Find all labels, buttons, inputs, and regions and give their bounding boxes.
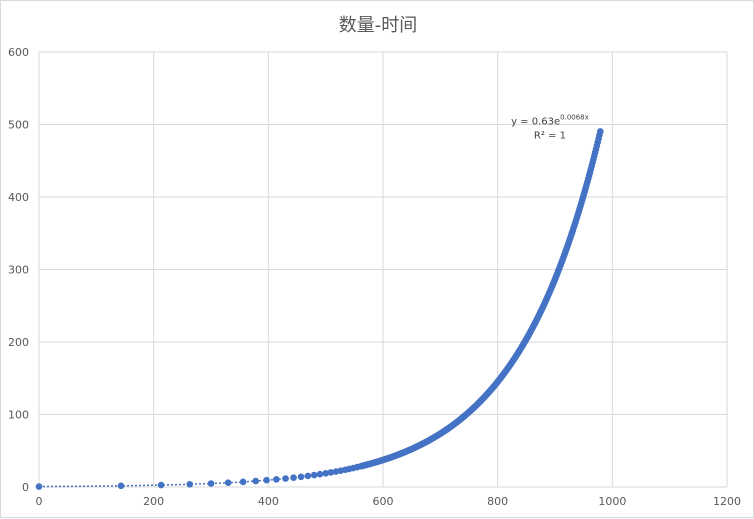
data-point <box>322 470 329 477</box>
data-point <box>310 471 318 479</box>
trendline-equation: y = 0.63e0.0068x <box>511 114 589 128</box>
data-point <box>117 482 125 490</box>
chart-title: 数量-时间 <box>338 15 418 36</box>
x-tick-label: 800 <box>487 495 508 508</box>
data-point <box>35 483 43 490</box>
data-point <box>157 481 165 489</box>
x-tick-label: 1200 <box>713 495 741 508</box>
y-tick-label: 400 <box>8 191 29 204</box>
data-point <box>239 478 247 486</box>
data-point <box>252 477 260 485</box>
trendline-r-squared: R² = 1 <box>534 131 566 142</box>
data-point <box>282 475 289 482</box>
gridlines <box>38 51 728 488</box>
y-tick-label: 200 <box>8 336 29 349</box>
data-point <box>207 480 215 487</box>
data-point <box>186 480 194 488</box>
data-points <box>35 128 604 490</box>
x-tick-label: 1000 <box>598 495 626 508</box>
data-point <box>316 470 324 478</box>
trendline-label: y = 0.63e0.0068x R² = 1 <box>511 114 589 142</box>
data-point <box>224 479 232 486</box>
y-tick-label: 100 <box>8 409 29 422</box>
x-tick-label: 600 <box>373 495 394 508</box>
x-tick-label: 400 <box>258 495 279 508</box>
y-tick-label: 300 <box>8 264 29 277</box>
x-tick-label: 200 <box>143 495 164 508</box>
data-point <box>297 473 305 481</box>
tick-labels: 0 200 400 600 800 1000 1200 0 100 200 300 400 500 600 <box>8 46 741 508</box>
data-point <box>290 474 297 481</box>
data-point <box>263 476 270 484</box>
data-point <box>327 469 335 476</box>
data-point <box>596 128 604 135</box>
y-tick-label: 600 <box>8 46 29 59</box>
x-tick-label: 0 <box>36 495 43 508</box>
trendline <box>38 128 602 488</box>
data-point <box>273 476 280 483</box>
y-tick-label: 0 <box>22 481 29 494</box>
data-point <box>304 472 312 480</box>
y-tick-label: 500 <box>8 119 29 132</box>
